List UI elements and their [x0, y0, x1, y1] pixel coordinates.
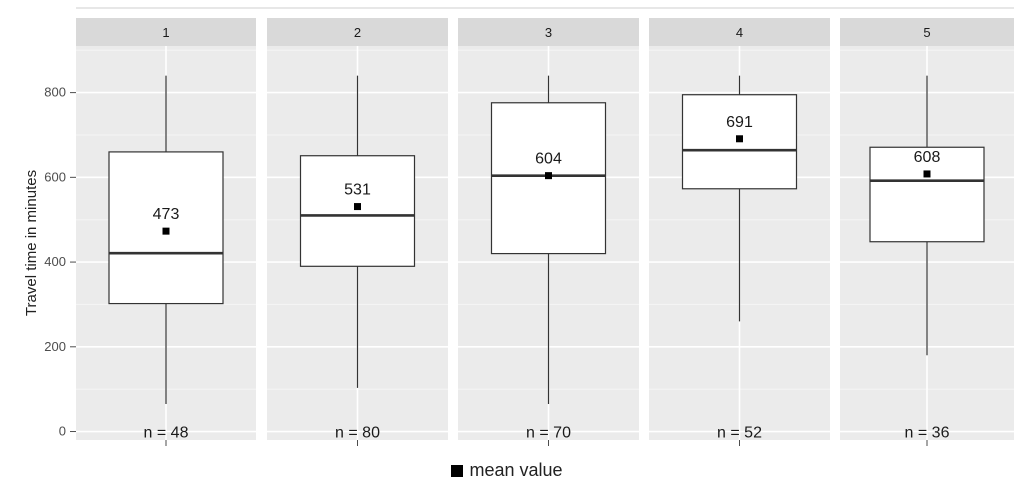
facet-strip [458, 18, 639, 46]
facet-strip [649, 18, 830, 46]
facet-strip-label: 1 [162, 25, 169, 40]
y-tick-label: 200 [44, 339, 66, 354]
n-label: n = 80 [335, 425, 380, 442]
y-axis-title: Travel time in minutes [23, 170, 40, 316]
mean-label: 531 [344, 182, 371, 199]
y-tick-label: 600 [44, 169, 66, 184]
legend-label: mean value [469, 460, 563, 480]
facet-strip [267, 18, 448, 46]
facet-boxplot-chart: Travel time in minutes 0 200 400 600 800 1 473 n… [23, 7, 1014, 446]
mean-label: 691 [726, 114, 753, 131]
legend: mean value [0, 460, 1014, 481]
box [299, 155, 416, 267]
mean-label: 473 [153, 206, 180, 223]
n-label: n = 70 [526, 425, 571, 442]
mean-marker [545, 172, 552, 180]
mean-label: 604 [535, 151, 562, 168]
facet-strip-label: 4 [736, 25, 743, 40]
n-label: n = 52 [717, 425, 762, 442]
legend-mean-marker [451, 465, 464, 477]
mean-marker [736, 135, 743, 143]
n-label: n = 48 [144, 425, 189, 442]
y-tick-label: 800 [44, 85, 66, 100]
facet-strip-label: 5 [923, 25, 930, 40]
y-tick-label: 400 [44, 254, 66, 269]
facet-strip-label: 2 [354, 25, 361, 40]
mean-marker [162, 227, 170, 235]
facet-strip [840, 18, 1014, 46]
mean-label: 608 [914, 149, 941, 166]
mean-marker [354, 203, 361, 211]
box [869, 146, 985, 243]
facet-strip-label: 3 [545, 25, 552, 40]
n-label: n = 36 [905, 425, 950, 442]
mean-marker [923, 170, 931, 178]
y-tick-label: 0 [59, 424, 66, 439]
facet-strip [76, 18, 256, 46]
